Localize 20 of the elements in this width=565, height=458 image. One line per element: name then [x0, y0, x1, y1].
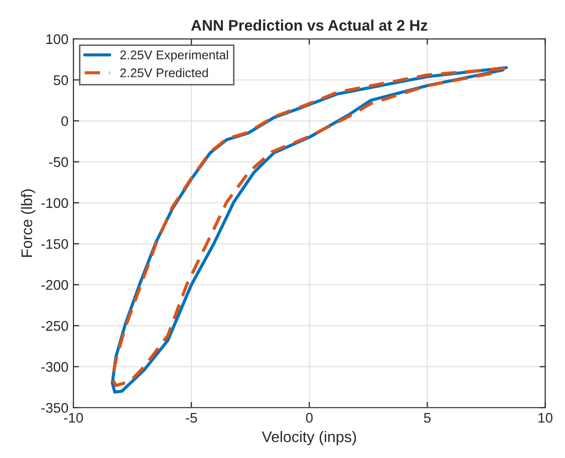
y-tick-label: 0 — [61, 116, 68, 126]
x-tick-label: -10 — [64, 412, 83, 423]
legend-label: 2.25V Experimental — [120, 50, 228, 62]
y-tick-label: -200 — [41, 280, 68, 290]
y-tick-label: -50 — [49, 157, 68, 167]
chart-title: ANN Prediction vs Actual at 2 Hz — [191, 20, 428, 31]
legend-label: 2.25V Predicted — [120, 68, 208, 78]
y-tick-label: -150 — [41, 239, 68, 249]
y-tick-label: 100 — [46, 34, 68, 44]
y-tick-label: 50 — [54, 75, 68, 86]
x-tick-label: 5 — [424, 412, 431, 423]
x-tick-label: -5 — [186, 412, 197, 423]
y-tick-label: -100 — [41, 198, 68, 208]
y-tick-label: -350 — [41, 402, 68, 413]
y-tick-label: -300 — [41, 362, 68, 372]
y-axis-title: Force (lbf) — [20, 189, 36, 257]
x-axis-title: Velocity (inps) — [262, 430, 356, 446]
y-tick-label: -250 — [41, 321, 68, 331]
x-tick-label: 10 — [538, 412, 552, 423]
x-tick-label: 0 — [306, 412, 313, 423]
